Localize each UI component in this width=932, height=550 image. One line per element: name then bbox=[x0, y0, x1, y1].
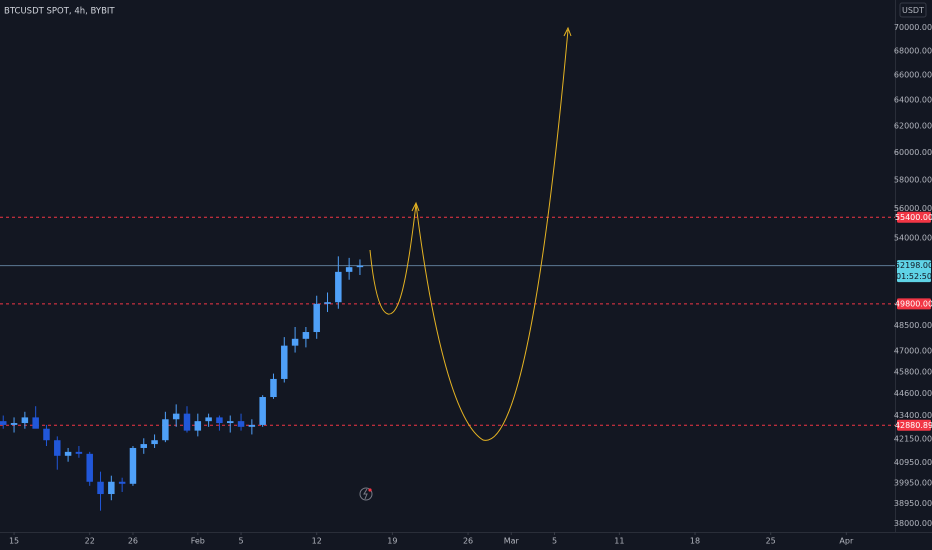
x-tick-label: Feb bbox=[191, 537, 205, 546]
candle-body bbox=[75, 451, 83, 454]
candle-body bbox=[118, 481, 126, 484]
candle-body bbox=[345, 267, 353, 272]
candle-body bbox=[64, 451, 72, 456]
price-label: 42880.89 bbox=[895, 421, 932, 430]
price-label-box bbox=[897, 260, 931, 283]
candle-body bbox=[324, 302, 331, 304]
candle-body bbox=[194, 421, 202, 431]
projection-drawings bbox=[369, 26, 572, 441]
x-tick-label: 26 bbox=[128, 537, 138, 546]
price-label: 49800.00 bbox=[895, 299, 932, 308]
projection-arrow bbox=[563, 26, 572, 37]
y-tick-label: 39950.00 bbox=[894, 478, 932, 487]
candle-body bbox=[21, 417, 29, 424]
y-tick-label: 56000.00 bbox=[894, 204, 932, 213]
projection-curve bbox=[369, 203, 417, 315]
x-tick-label: Apr bbox=[839, 537, 854, 546]
y-tick-label: 38000.00 bbox=[894, 519, 932, 528]
y-tick-label: 62000.00 bbox=[894, 121, 932, 130]
candle-body bbox=[108, 481, 115, 495]
x-tick-label: 11 bbox=[614, 537, 624, 546]
y-tick-label: 66000.00 bbox=[894, 71, 932, 80]
currency-box[interactable] bbox=[899, 2, 927, 18]
y-tick-label: 70000.00 bbox=[894, 23, 932, 32]
candle-body bbox=[226, 421, 234, 424]
candle-body bbox=[237, 421, 245, 427]
x-tick-label: 15 bbox=[9, 537, 19, 546]
projection-arrow bbox=[411, 201, 420, 212]
candle-body bbox=[172, 413, 180, 420]
y-tick-label: 45800.00 bbox=[894, 367, 932, 376]
x-tick-label: 25 bbox=[766, 537, 776, 546]
x-tick-label: 19 bbox=[387, 537, 397, 546]
x-tick-label: 18 bbox=[690, 537, 700, 546]
x-tick-label: 5 bbox=[552, 537, 557, 546]
candle-body bbox=[259, 397, 266, 425]
candle-body bbox=[270, 378, 277, 398]
y-tick-label: 42150.00 bbox=[894, 435, 932, 444]
y-tick-label: 38950.00 bbox=[894, 499, 932, 508]
x-tick-label: Mar bbox=[504, 537, 520, 546]
candle-body bbox=[248, 424, 256, 427]
y-tick-label: 40950.00 bbox=[894, 458, 932, 467]
candle-body bbox=[97, 481, 104, 495]
candle-body bbox=[335, 271, 342, 303]
y-tick-label: 60000.00 bbox=[894, 148, 932, 157]
y-tick-label: 64000.00 bbox=[894, 96, 932, 105]
price-label-box bbox=[897, 298, 931, 310]
currency-label: USDT bbox=[902, 6, 924, 15]
candle-body bbox=[86, 453, 93, 482]
candle-body bbox=[183, 413, 191, 431]
price-label-box bbox=[897, 211, 931, 223]
y-tick-label: 47000.00 bbox=[894, 346, 932, 355]
y-tick-label: 68000.00 bbox=[894, 46, 932, 55]
candle-body bbox=[281, 345, 288, 379]
candle-body bbox=[216, 417, 223, 424]
candle-body bbox=[54, 440, 61, 456]
candle-body bbox=[32, 417, 39, 429]
y-tick-label: 58000.00 bbox=[894, 176, 932, 185]
price-label: 52198.00 bbox=[895, 261, 932, 270]
x-tick-label: 26 bbox=[463, 537, 473, 546]
candle-body bbox=[0, 421, 7, 425]
candle-body bbox=[302, 332, 310, 339]
candle-body bbox=[140, 444, 148, 448]
candle-body bbox=[151, 440, 158, 445]
y-tick-label: 48500.00 bbox=[894, 321, 932, 330]
price-label: 55400.00 bbox=[895, 213, 932, 222]
candle-body bbox=[43, 428, 50, 441]
y-tick-label: 54000.00 bbox=[894, 234, 932, 243]
x-tick-label: 22 bbox=[85, 537, 95, 546]
price-label-box bbox=[897, 419, 931, 431]
x-tick-label: 5 bbox=[238, 537, 243, 546]
candle-body bbox=[356, 265, 364, 268]
candle-body bbox=[162, 419, 169, 441]
candle-body bbox=[129, 447, 137, 484]
chart-title: BTCUSDT SPOT, 4h, BYBIT bbox=[4, 7, 115, 17]
x-tick-label: 12 bbox=[312, 537, 322, 546]
replay-icon[interactable] bbox=[359, 487, 373, 501]
candle-body bbox=[10, 423, 18, 425]
candle-body bbox=[205, 417, 212, 422]
y-tick-label: 43400.00 bbox=[894, 411, 932, 420]
y-tick-label: 44600.00 bbox=[894, 389, 932, 398]
candle-body bbox=[291, 338, 299, 346]
candle-body bbox=[313, 303, 320, 333]
price-label: 01:52:50 bbox=[896, 272, 932, 281]
projection-curve bbox=[415, 29, 569, 441]
